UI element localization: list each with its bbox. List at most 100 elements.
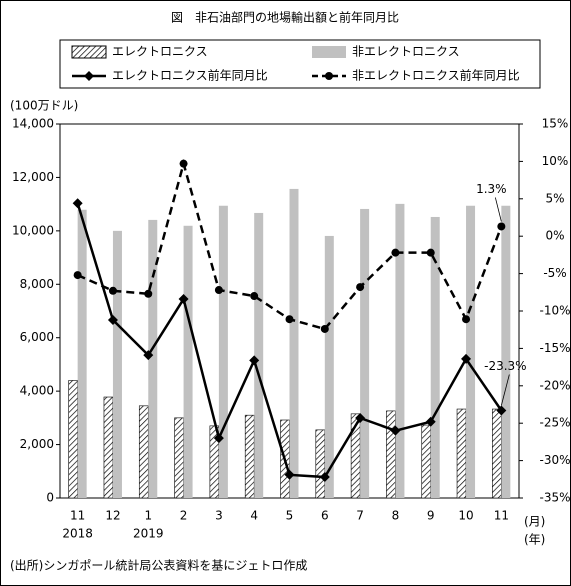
- marker: [284, 469, 295, 480]
- marker: [179, 159, 188, 168]
- marker: [73, 271, 82, 280]
- annotation: 1.3%: [476, 182, 507, 196]
- bar: [254, 212, 264, 499]
- marker: [285, 315, 294, 324]
- y2-tick-label: 5%: [545, 191, 564, 205]
- bar: [174, 417, 184, 499]
- bar: [466, 205, 476, 498]
- bar: [289, 188, 299, 498]
- marker: [319, 472, 330, 483]
- marker: [461, 353, 472, 364]
- legend-box: [59, 39, 541, 89]
- marker: [214, 286, 223, 295]
- annotation-leader: [494, 197, 502, 222]
- marker: [390, 425, 401, 436]
- year-label: 2018: [62, 527, 93, 541]
- y2-tick-label: -35%: [539, 491, 570, 505]
- x-tick-label: 5: [286, 509, 294, 523]
- bar: [138, 405, 149, 499]
- marker: [178, 294, 189, 305]
- bar: [501, 205, 511, 498]
- bar: [456, 408, 467, 499]
- y-tick-label: 10,000: [12, 223, 54, 237]
- source-note: (出所)シンガポール統計局公表資料を基にジェトロ作成: [10, 558, 307, 573]
- y-tick-label: 8,000: [20, 277, 54, 291]
- x-tick-label: 4: [250, 509, 258, 523]
- y2-tick-label: -15%: [539, 341, 570, 355]
- y2-tick-label: 0%: [545, 229, 564, 243]
- marker: [426, 248, 435, 257]
- x-tick-label: 9: [427, 509, 435, 523]
- marker: [144, 289, 153, 298]
- chart-title: 図 非石油部門の地場輸出額と前年同月比: [171, 10, 399, 25]
- legend-label: 非エレクトロニクス: [352, 45, 460, 59]
- y-unit: (100万ドル): [10, 99, 78, 113]
- marker: [72, 198, 83, 209]
- bar: [148, 219, 158, 498]
- x-tick-label: 8: [392, 509, 400, 523]
- marker: [320, 324, 329, 333]
- legend-marker: [325, 72, 333, 80]
- x-tick-label: 11: [70, 509, 85, 523]
- y2-tick-label: 15%: [542, 117, 569, 131]
- y-tick-label: 12,000: [12, 170, 54, 184]
- marker: [107, 314, 118, 325]
- bar: [112, 230, 122, 498]
- marker: [250, 292, 259, 301]
- y2-tick-label: -10%: [539, 304, 570, 318]
- marker: [108, 286, 117, 295]
- bar: [103, 396, 114, 499]
- marker: [213, 433, 224, 444]
- x-tick-label: 12: [105, 509, 120, 523]
- legend-label: 非エレクトロニクス前年同月比: [352, 68, 520, 83]
- legend-label: エレクトロニクス前年同月比: [112, 68, 268, 83]
- bar: [244, 414, 255, 499]
- y-tick-label: 0: [46, 491, 54, 505]
- marker: [425, 416, 436, 427]
- x-unit-2: (年): [524, 533, 545, 547]
- y-tick-label: 6,000: [20, 330, 54, 344]
- y2-tick-label: -5%: [543, 266, 566, 280]
- x-tick-label: 3: [215, 509, 223, 523]
- bar: [324, 235, 334, 498]
- y-tick-label: 2,000: [20, 437, 54, 451]
- year-label: 2019: [133, 527, 164, 541]
- bar: [395, 203, 405, 498]
- bar: [68, 380, 78, 499]
- marker: [355, 412, 366, 423]
- marker: [462, 315, 471, 324]
- y2-tick-label: -25%: [539, 416, 570, 430]
- x-tick-label: 2: [180, 509, 188, 523]
- x-tick-label: 6: [321, 509, 329, 523]
- bar: [315, 429, 326, 499]
- y-tick-label: 14,000: [12, 117, 54, 131]
- bar: [77, 209, 87, 498]
- x-tick-label: 11: [494, 509, 509, 523]
- marker: [496, 405, 507, 416]
- marker: [249, 355, 260, 366]
- y-tick-label: 4,000: [20, 384, 54, 398]
- bar: [492, 408, 502, 499]
- x-unit: (月): [524, 515, 545, 529]
- bar: [360, 208, 370, 499]
- legend-swatch: [312, 46, 346, 58]
- marker: [391, 248, 400, 257]
- legend-label: エレクトロニクス: [112, 45, 208, 59]
- annotation: -23.3%: [484, 359, 526, 373]
- marker: [497, 222, 506, 231]
- legend-marker: [84, 71, 94, 81]
- marker: [356, 283, 365, 292]
- annotation-leader: [500, 374, 510, 406]
- x-tick-label: 1: [144, 509, 152, 523]
- y2-tick-label: -20%: [539, 378, 570, 392]
- y2-tick-label: -30%: [539, 453, 570, 467]
- bar: [218, 205, 228, 498]
- bar: [183, 225, 193, 498]
- x-tick-label: 10: [458, 509, 473, 523]
- bar: [430, 216, 440, 499]
- bar: [386, 410, 396, 499]
- marker: [143, 350, 154, 361]
- bar: [421, 424, 432, 499]
- legend-swatch: [71, 45, 107, 59]
